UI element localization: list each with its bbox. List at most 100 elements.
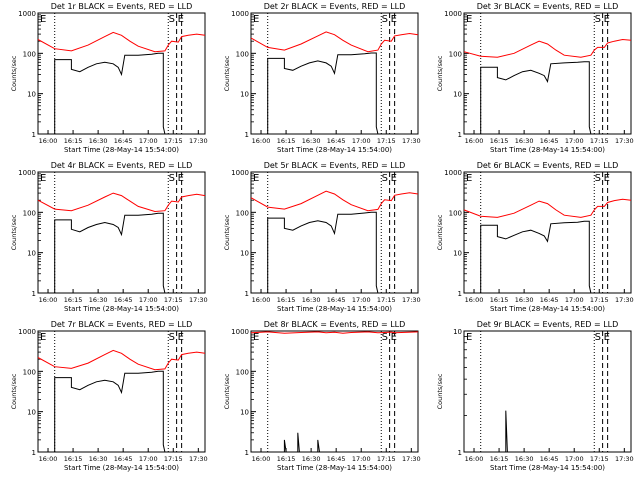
- x-axis-label: Start Time (28-May-14 15:54:00): [277, 464, 392, 472]
- xtick-label: 17:15: [590, 296, 609, 304]
- plot-frame: [37, 330, 206, 453]
- xtick-label: 17:30: [402, 296, 421, 304]
- ytick-label: 1000: [444, 169, 462, 177]
- ytick-label: 100: [23, 209, 36, 217]
- xtick-label: 16:45: [540, 455, 559, 463]
- xtick-label: 16:15: [64, 455, 83, 463]
- marker-label-e: E: [40, 173, 46, 184]
- ytick-label: 1: [245, 131, 249, 139]
- xtick-label: 16:00: [465, 455, 484, 463]
- xtick-label: 17:30: [402, 455, 421, 463]
- xtick-label: 17:15: [164, 296, 183, 304]
- series-line-lld: [250, 31, 419, 53]
- xtick-label: 17:00: [139, 296, 158, 304]
- marker-label-e: E: [466, 332, 472, 343]
- xtick-label: 17:00: [565, 296, 584, 304]
- xtick-label: 17:15: [590, 137, 609, 145]
- xtick-label: 16:15: [490, 137, 509, 145]
- x-axis-label: Start Time (28-May-14 15:54:00): [490, 146, 605, 154]
- ytick-label: 1000: [231, 169, 249, 177]
- marker-label-e: E: [253, 14, 259, 25]
- xtick-label: 17:30: [615, 296, 634, 304]
- xtick-label: 16:45: [327, 296, 346, 304]
- plot-frame: [37, 171, 206, 294]
- plot-frame: [250, 330, 419, 453]
- ytick-label: 1: [458, 449, 462, 457]
- xtick-label: 16:45: [114, 455, 133, 463]
- ytick-label: 1000: [231, 10, 249, 18]
- marker-label-e: E: [40, 332, 46, 343]
- panel-6: Det 6r BLACK = Events, RED = LLD 1 10 100 10…: [436, 161, 634, 313]
- ytick-label: 100: [236, 209, 249, 217]
- marker-label-s: S: [169, 14, 175, 25]
- xtick-label: 17:00: [565, 455, 584, 463]
- plot-frame: [37, 12, 206, 135]
- xtick-label: 16:30: [302, 455, 321, 463]
- marker-label-e: E: [40, 14, 46, 25]
- xtick-label: 16:00: [252, 137, 271, 145]
- xtick-label: 17:00: [352, 296, 371, 304]
- ytick-label: 1000: [18, 10, 36, 18]
- ytick-label: 10: [240, 409, 249, 417]
- panel-2: Det 2r BLACK = Events, RED = LLD 1 10 100 10…: [223, 2, 421, 154]
- plot-frame: [463, 171, 632, 294]
- xtick-label: 16:15: [64, 137, 83, 145]
- marker-label-e: E: [253, 332, 259, 343]
- xtick-label: 16:00: [465, 296, 484, 304]
- ytick-label: 1: [32, 131, 36, 139]
- marker-label-s: S: [595, 173, 601, 184]
- xtick-label: 17:30: [189, 137, 208, 145]
- xtick-label: 17:30: [615, 455, 634, 463]
- ytick-label: 100: [23, 50, 36, 58]
- y-axis-label: Counts/sec: [436, 373, 444, 409]
- xtick-label: 17:00: [352, 137, 371, 145]
- panel-9: Det 9r BLACK = Events, RED = LLD 1 10 16:00…: [436, 320, 634, 472]
- series-line-events: [54, 212, 166, 294]
- marker-label-s: S: [382, 14, 388, 25]
- panel-title: Det 9r BLACK = Events, RED = LLD: [477, 320, 619, 329]
- panel-3: Det 3r BLACK = Events, RED = LLD 1 10 100 10…: [436, 2, 634, 154]
- y-axis-label: Counts/sec: [10, 373, 18, 409]
- x-axis-label: Start Time (28-May-14 15:54:00): [490, 464, 605, 472]
- series-line-lld: [250, 190, 419, 212]
- x-axis-label: Start Time (28-May-14 15:54:00): [277, 146, 392, 154]
- series-line-lld: [37, 31, 206, 53]
- marker-label-e2: E: [604, 14, 610, 25]
- marker-label-e2: E: [178, 14, 184, 25]
- xtick-label: 16:15: [277, 455, 296, 463]
- marker-label-e2: E: [391, 173, 397, 184]
- xtick-label: 17:00: [352, 455, 371, 463]
- marker-label-s: S: [169, 332, 175, 343]
- panel-title: Det 6r BLACK = Events, RED = LLD: [477, 161, 619, 170]
- series-line-lld: [463, 198, 632, 218]
- ytick-label: 100: [236, 368, 249, 376]
- xtick-label: 16:45: [114, 296, 133, 304]
- ytick-label: 10: [27, 250, 36, 258]
- marker-label-e2: E: [604, 332, 610, 343]
- xtick-label: 17:30: [189, 296, 208, 304]
- ytick-label: 1: [245, 290, 249, 298]
- ytick-label: 10: [27, 91, 36, 99]
- series-line-events: [480, 61, 592, 135]
- plot-frame: [463, 330, 632, 453]
- xtick-label: 16:45: [114, 137, 133, 145]
- panel-7: Det 7r BLACK = Events, RED = LLD 1 10 100 10…: [10, 320, 208, 472]
- series-line-lld: [37, 192, 206, 213]
- y-axis-label: Counts/sec: [223, 55, 231, 91]
- marker-label-e2: E: [178, 173, 184, 184]
- ytick-label: 100: [449, 50, 462, 58]
- x-axis-label: Start Time (28-May-14 15:54:00): [64, 146, 179, 154]
- series-line-lld: [463, 38, 632, 58]
- xtick-label: 17:30: [615, 137, 634, 145]
- ytick-label: 1: [32, 449, 36, 457]
- xtick-label: 16:45: [327, 137, 346, 145]
- ytick-label: 10: [240, 250, 249, 258]
- panel-title: Det 4r BLACK = Events, RED = LLD: [51, 161, 193, 170]
- series-line-lld: [37, 349, 206, 371]
- xtick-label: 17:15: [377, 137, 396, 145]
- xtick-label: 16:30: [89, 296, 108, 304]
- xtick-label: 16:30: [89, 455, 108, 463]
- panel-title: Det 2r BLACK = Events, RED = LLD: [264, 2, 406, 11]
